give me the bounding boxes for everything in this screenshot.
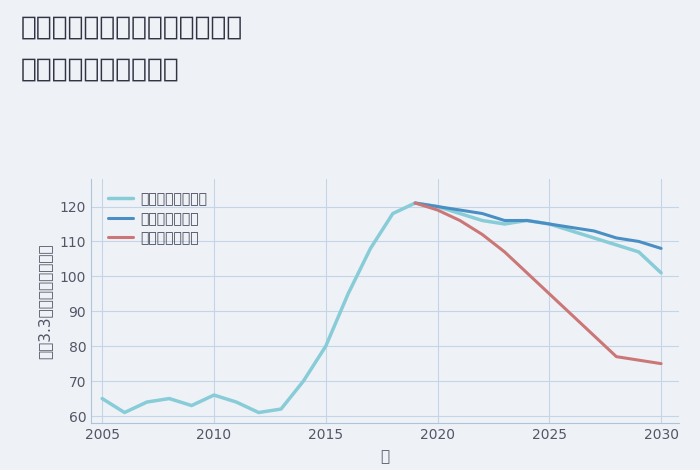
Text: 中古戸建ての価格推移: 中古戸建ての価格推移 xyxy=(21,56,180,82)
Legend: ノーマルシナリオ, グッドシナリオ, バッドシナリオ: ノーマルシナリオ, グッドシナリオ, バッドシナリオ xyxy=(104,188,211,250)
グッドシナリオ xyxy=(545,221,554,227)
バッドシナリオ xyxy=(500,249,509,255)
ノーマルシナリオ xyxy=(120,410,129,415)
グッドシナリオ xyxy=(657,246,665,251)
X-axis label: 年: 年 xyxy=(380,449,390,464)
バッドシナリオ xyxy=(657,361,665,367)
グッドシナリオ xyxy=(456,207,464,213)
ノーマルシナリオ xyxy=(143,399,151,405)
グッドシナリオ xyxy=(635,239,643,244)
ノーマルシナリオ xyxy=(389,211,397,216)
バッドシナリオ xyxy=(590,333,598,338)
バッドシナリオ xyxy=(568,312,576,318)
グッドシナリオ xyxy=(500,218,509,223)
グッドシナリオ xyxy=(433,204,442,209)
バッドシナリオ xyxy=(433,207,442,213)
Line: グッドシナリオ: グッドシナリオ xyxy=(415,203,661,249)
ノーマルシナリオ xyxy=(210,392,218,398)
ノーマルシナリオ xyxy=(478,218,486,223)
グッドシナリオ xyxy=(612,235,621,241)
ノーマルシナリオ xyxy=(657,270,665,276)
グッドシナリオ xyxy=(411,200,419,206)
バッドシナリオ xyxy=(523,270,531,276)
グッドシナリオ xyxy=(568,225,576,230)
ノーマルシナリオ xyxy=(299,378,307,384)
バッドシナリオ xyxy=(411,200,419,206)
ノーマルシナリオ xyxy=(612,242,621,248)
バッドシナリオ xyxy=(635,357,643,363)
バッドシナリオ xyxy=(456,218,464,223)
Y-axis label: 坪（3.3㎡）単価（万円）: 坪（3.3㎡）単価（万円） xyxy=(38,243,52,359)
ノーマルシナリオ xyxy=(523,218,531,223)
ノーマルシナリオ xyxy=(276,406,285,412)
ノーマルシナリオ xyxy=(568,228,576,234)
グッドシナリオ xyxy=(478,211,486,216)
ノーマルシナリオ xyxy=(232,399,241,405)
ノーマルシナリオ xyxy=(411,200,419,206)
ノーマルシナリオ xyxy=(255,410,263,415)
Line: ノーマルシナリオ: ノーマルシナリオ xyxy=(102,203,661,413)
ノーマルシナリオ xyxy=(344,291,352,297)
バッドシナリオ xyxy=(612,354,621,360)
グッドシナリオ xyxy=(590,228,598,234)
ノーマルシナリオ xyxy=(366,246,375,251)
Line: バッドシナリオ: バッドシナリオ xyxy=(415,203,661,364)
ノーマルシナリオ xyxy=(590,235,598,241)
バッドシナリオ xyxy=(478,232,486,237)
ノーマルシナリオ xyxy=(321,344,330,349)
Text: 愛知県名古屋市中村区横前町の: 愛知県名古屋市中村区横前町の xyxy=(21,14,244,40)
ノーマルシナリオ xyxy=(98,396,106,401)
グッドシナリオ xyxy=(523,218,531,223)
ノーマルシナリオ xyxy=(545,221,554,227)
ノーマルシナリオ xyxy=(188,403,196,408)
ノーマルシナリオ xyxy=(635,249,643,255)
ノーマルシナリオ xyxy=(433,204,442,209)
ノーマルシナリオ xyxy=(500,221,509,227)
ノーマルシナリオ xyxy=(165,396,174,401)
バッドシナリオ xyxy=(545,291,554,297)
ノーマルシナリオ xyxy=(456,211,464,216)
